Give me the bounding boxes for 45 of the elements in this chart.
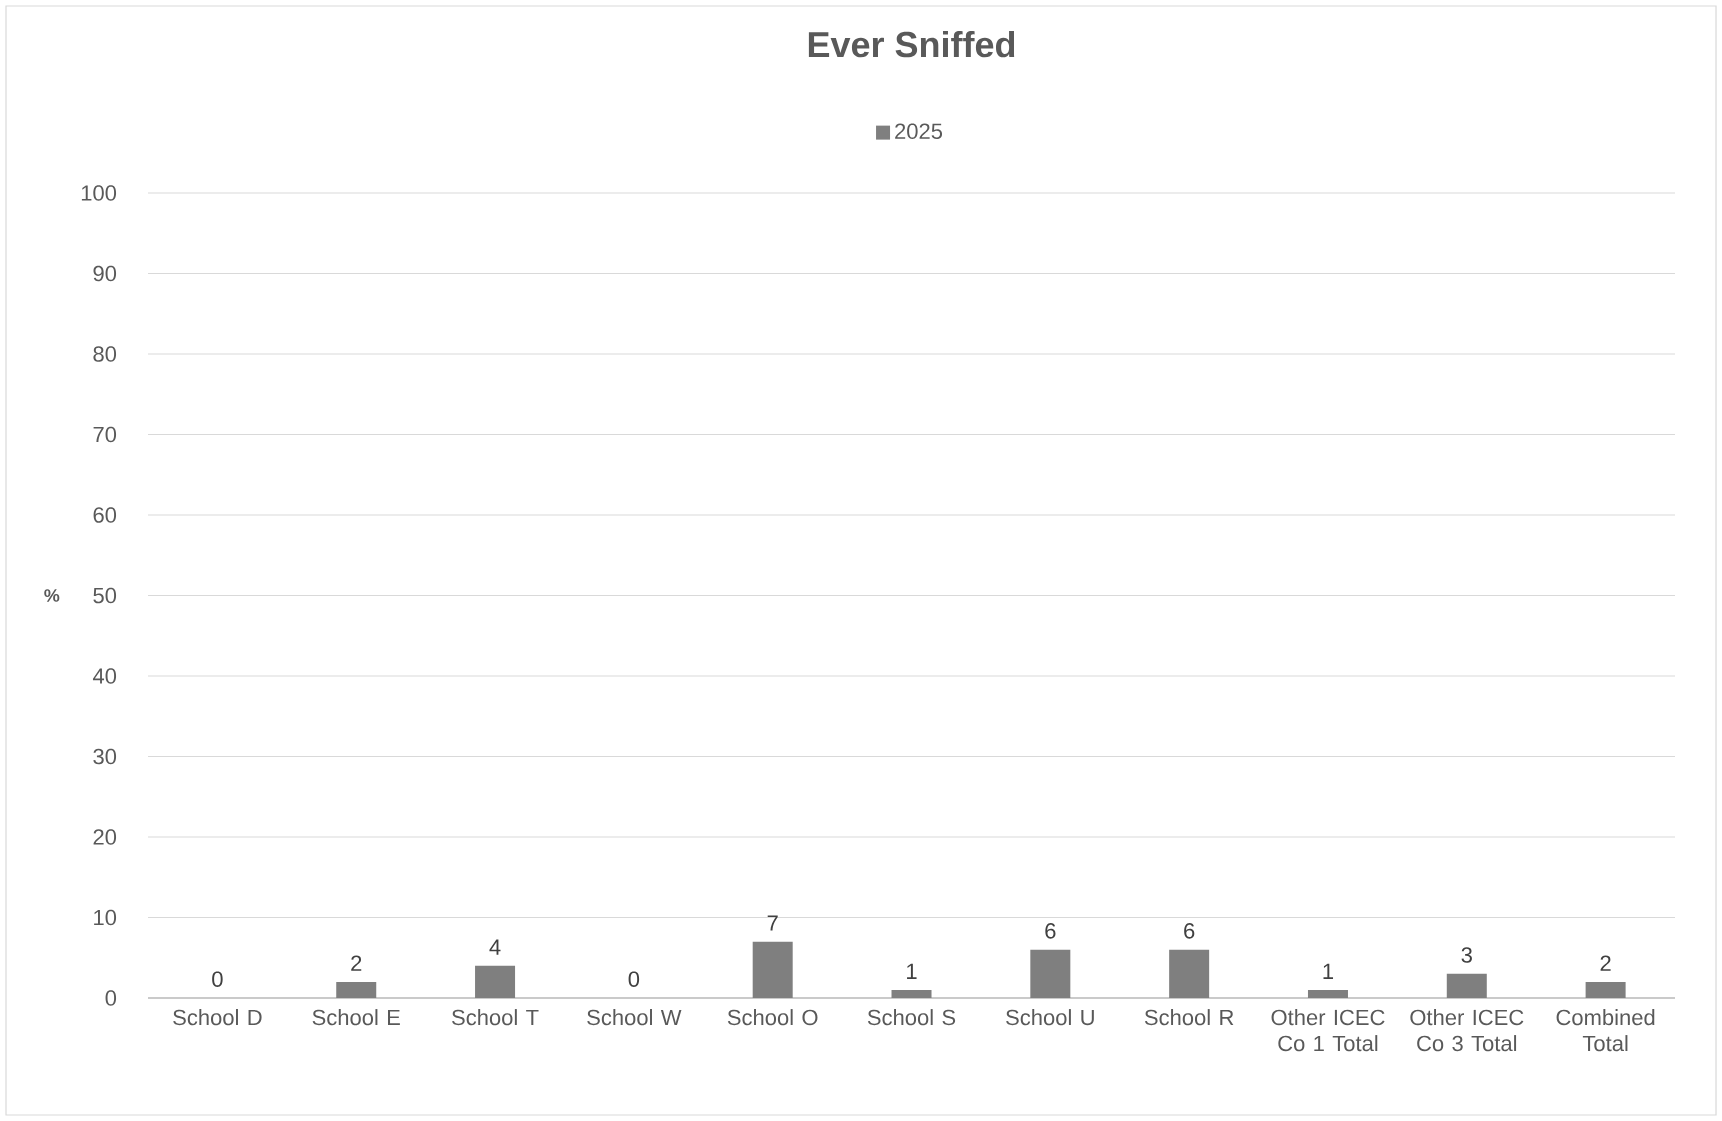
data-label: 1: [907, 963, 917, 979]
data-label: 2: [1600, 955, 1611, 971]
y-tick-label: 20: [93, 829, 117, 845]
x-tick-label: School D: [173, 1009, 262, 1026]
y-tick-label: 0: [105, 990, 117, 1006]
data-label: 6: [1184, 923, 1195, 939]
chart-title: Ever Sniffed: [808, 30, 1015, 58]
data-label: 1: [1323, 963, 1334, 979]
x-tick-label: Combined Total: [1556, 1009, 1655, 1052]
x-tick-label: School T: [452, 1009, 539, 1026]
y-tick-label: 10: [94, 909, 117, 926]
x-tick-label: School E: [312, 1009, 400, 1026]
x-tick-label: School W: [587, 1009, 682, 1026]
data-label: 2: [351, 955, 362, 971]
y-axis-title: %: [44, 589, 60, 602]
bar: [475, 965, 516, 998]
x-tick-label: Other ICEC Co 3 Total: [1410, 1009, 1524, 1052]
bar: [1307, 989, 1348, 998]
y-tick-label: 60: [93, 507, 117, 523]
y-tick-label: 30: [93, 748, 117, 765]
x-tick-label: Other ICEC Co 1 Total: [1271, 1009, 1385, 1052]
bar: [1585, 981, 1626, 998]
data-label: 0: [212, 971, 223, 987]
bar: [752, 941, 793, 998]
y-tick-label: 40: [92, 668, 117, 684]
x-tick-label: School U: [1006, 1009, 1094, 1026]
bar: [891, 989, 932, 998]
bar: [1446, 973, 1487, 998]
y-tick-label: 100: [81, 185, 117, 201]
x-tick-label: School R: [1144, 1009, 1234, 1026]
y-tick-label: 70: [93, 426, 117, 443]
data-label: 4: [489, 939, 501, 955]
data-label: 3: [1461, 947, 1472, 963]
data-label: 7: [767, 915, 778, 931]
y-tick-label: 50: [93, 587, 117, 604]
y-tick-label: 80: [93, 346, 117, 362]
x-tick-label: School O: [727, 1009, 818, 1026]
bar: [336, 981, 377, 998]
y-tick-label: 90: [93, 265, 117, 282]
bar: [1169, 949, 1210, 998]
data-label: 0: [628, 971, 640, 987]
bar: [1030, 949, 1071, 998]
legend-label: 2025: [895, 123, 943, 140]
x-tick-label: School S: [867, 1009, 956, 1026]
data-label: 6: [1045, 923, 1056, 939]
